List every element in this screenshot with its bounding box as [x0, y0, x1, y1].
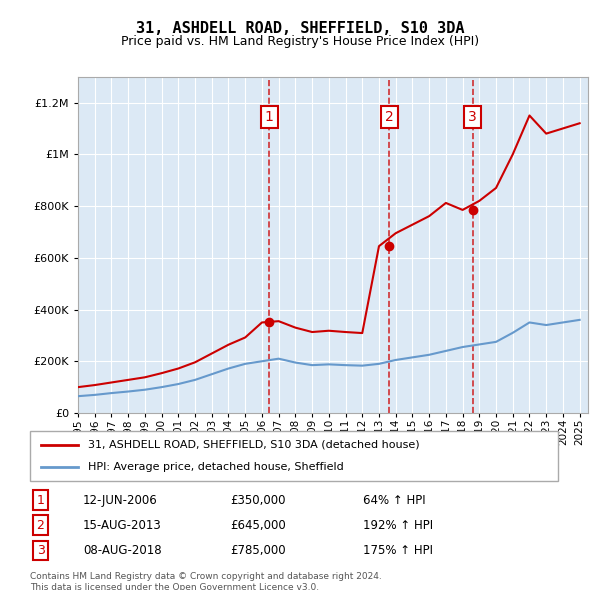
- Text: This data is licensed under the Open Government Licence v3.0.: This data is licensed under the Open Gov…: [30, 583, 319, 590]
- Text: Price paid vs. HM Land Registry's House Price Index (HPI): Price paid vs. HM Land Registry's House …: [121, 35, 479, 48]
- FancyBboxPatch shape: [30, 431, 558, 481]
- Text: 192% ↑ HPI: 192% ↑ HPI: [362, 519, 433, 532]
- Text: HPI: Average price, detached house, Sheffield: HPI: Average price, detached house, Shef…: [88, 462, 344, 472]
- Text: 12-JUN-2006: 12-JUN-2006: [83, 493, 158, 507]
- Text: 2: 2: [37, 519, 44, 532]
- Text: 175% ↑ HPI: 175% ↑ HPI: [362, 543, 433, 557]
- Text: £785,000: £785,000: [230, 543, 286, 557]
- Text: 2: 2: [385, 110, 394, 124]
- Text: 31, ASHDELL ROAD, SHEFFIELD, S10 3DA (detached house): 31, ASHDELL ROAD, SHEFFIELD, S10 3DA (de…: [88, 440, 420, 450]
- Text: £645,000: £645,000: [230, 519, 286, 532]
- Text: 3: 3: [37, 543, 44, 557]
- Text: 1: 1: [37, 493, 44, 507]
- Text: 3: 3: [468, 110, 477, 124]
- Text: £350,000: £350,000: [230, 493, 286, 507]
- Text: 31, ASHDELL ROAD, SHEFFIELD, S10 3DA: 31, ASHDELL ROAD, SHEFFIELD, S10 3DA: [136, 21, 464, 35]
- Text: 15-AUG-2013: 15-AUG-2013: [83, 519, 161, 532]
- Text: 1: 1: [265, 110, 274, 124]
- Text: Contains HM Land Registry data © Crown copyright and database right 2024.: Contains HM Land Registry data © Crown c…: [30, 572, 382, 581]
- Text: 08-AUG-2018: 08-AUG-2018: [83, 543, 161, 557]
- Text: 64% ↑ HPI: 64% ↑ HPI: [362, 493, 425, 507]
